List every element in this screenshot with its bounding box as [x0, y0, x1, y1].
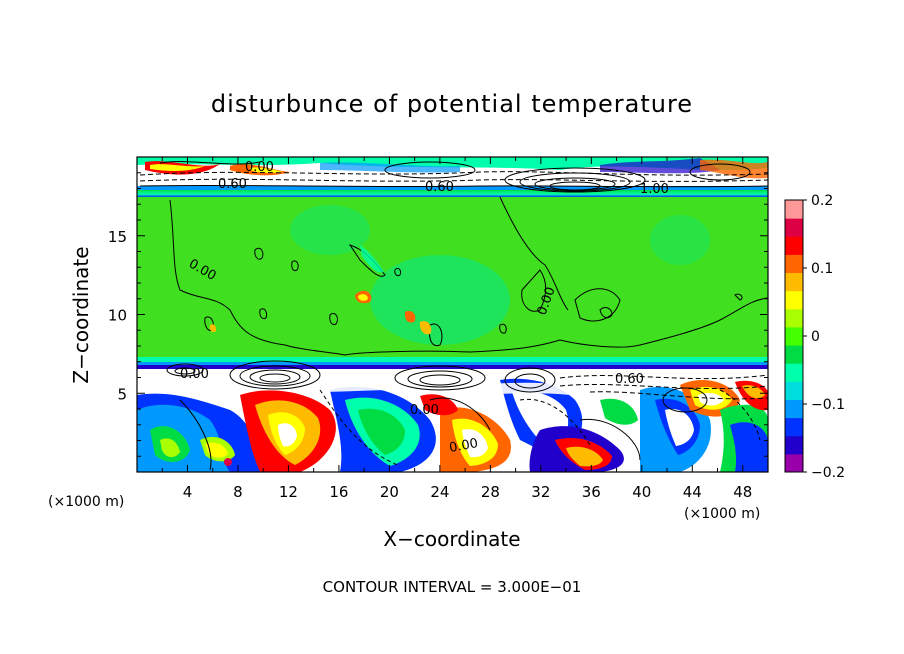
colorbar-swatch: [785, 218, 803, 237]
colorbar-tick-label: −0.2: [811, 465, 845, 481]
x-tick-label: 44: [683, 483, 702, 501]
x-tick-label: 12: [279, 483, 298, 501]
x-axis: 4 8 12 16 20 24 28 32 36 40 44 48: [161, 157, 752, 501]
contour-label: 0.60: [425, 180, 454, 195]
contour-label: 0.00: [448, 436, 479, 456]
contour-label: 0.00: [410, 403, 439, 418]
z-unit-label: (×1000 m): [48, 494, 124, 510]
middle-patch: [290, 205, 370, 255]
chart-title: disturbunce of potential temperature: [211, 90, 693, 118]
contour-label: 1.00: [640, 182, 669, 197]
middle-patch: [650, 215, 710, 265]
colorbar-swatch: [785, 381, 803, 400]
colorbar-swatch: [785, 453, 803, 473]
x-tick-label: 48: [733, 483, 752, 501]
contour-label: 0.60: [615, 372, 644, 387]
contour-interval: CONTOUR INTERVAL = 3.000E−01: [323, 578, 582, 596]
middle-patch: [370, 255, 510, 345]
contour-label: 0.00: [245, 160, 274, 175]
y-tick-label: 15: [108, 228, 127, 246]
colorbar-tick-label: −0.1: [811, 397, 845, 413]
x-unit-label: (×1000 m): [684, 506, 760, 522]
plot-area: [137, 157, 768, 472]
y-axis-title: Z−coordinate: [69, 246, 93, 383]
colorbar-swatch: [785, 417, 803, 437]
colorbar-swatch: [785, 272, 803, 292]
colorbar-tick-label: 0.1: [811, 261, 833, 277]
colorbar-swatch: [785, 254, 803, 274]
x-tick-label: 4: [183, 483, 193, 501]
colorbar-swatch: [785, 308, 803, 328]
colorbar-swatch: [785, 435, 803, 455]
colorbar-tick-label: 0: [811, 329, 820, 345]
contour-label: 0.60: [218, 177, 247, 192]
transition-band: [137, 357, 768, 363]
colorbar-swatch: [785, 290, 803, 310]
colorbar-swatch: [785, 363, 803, 382]
colorbar-swatch: [785, 200, 803, 219]
y-axis: 5 10 15: [108, 172, 768, 457]
x-tick-label: 16: [329, 483, 348, 501]
colorbar-swatch: [785, 399, 803, 419]
x-tick-label: 28: [481, 483, 500, 501]
colorbar-ticks: 0.2 0.1 0 −0.1 −0.2: [803, 193, 845, 481]
contour-label: 0.00: [180, 367, 209, 382]
x-tick-label: 40: [632, 483, 651, 501]
x-tick-label: 36: [582, 483, 601, 501]
colorbar-swatch: [785, 326, 803, 346]
x-axis-title: X−coordinate: [383, 527, 520, 551]
colorbar-tick-label: 0.2: [811, 193, 833, 209]
x-tick-label: 32: [531, 483, 550, 501]
y-tick-label: 10: [108, 307, 127, 325]
x-tick-label: 24: [430, 483, 449, 501]
x-tick-label: 8: [233, 483, 243, 501]
y-tick-label: 5: [117, 385, 127, 403]
colorbar: [784, 199, 804, 473]
colorbar-swatch: [785, 345, 803, 364]
colorbar-swatch: [785, 236, 803, 255]
x-tick-label: 20: [380, 483, 399, 501]
